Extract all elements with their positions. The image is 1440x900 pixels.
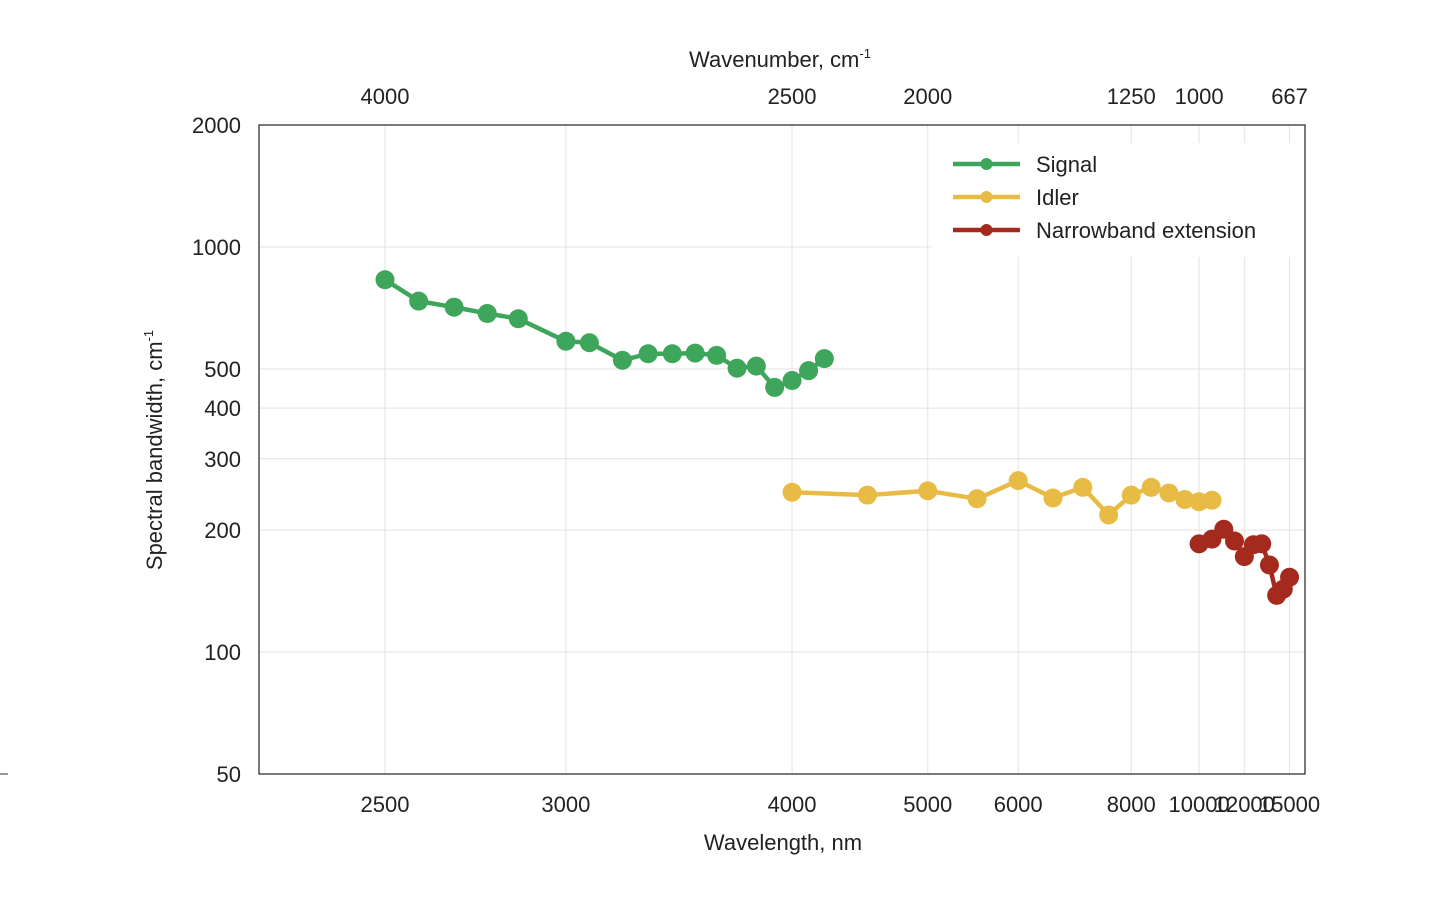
- legend-entry: Signal: [953, 152, 1097, 177]
- y-tick-label: 400: [204, 396, 241, 421]
- x2-tick-label: 2500: [768, 84, 817, 109]
- x2-tick-label: 4000: [361, 84, 410, 109]
- data-point: [1008, 471, 1028, 491]
- data-point: [1175, 489, 1195, 509]
- y-tick-label: 500: [204, 357, 241, 382]
- legend-label: Narrowband extension: [1036, 218, 1256, 243]
- data-point: [918, 481, 938, 501]
- data-point: [612, 350, 632, 370]
- data-point: [1073, 477, 1093, 497]
- y-axis-title: Spectral bandwidth, cm-1: [141, 330, 167, 570]
- x2-axis-title-main: Wavenumber, cm: [689, 47, 859, 72]
- x2-tick-labels: 4000 2500 2000 1250 1000 667: [361, 84, 1308, 109]
- x-tick-label: 6000: [994, 792, 1043, 817]
- data-point: [782, 482, 802, 502]
- data-point: [1259, 555, 1279, 575]
- x-tick-label: 4000: [768, 792, 817, 817]
- data-point: [444, 297, 464, 317]
- data-point: [1121, 485, 1141, 505]
- data-point: [477, 304, 497, 324]
- x-tick-label: 10000: [1169, 792, 1230, 817]
- x2-tick-label: 1000: [1175, 84, 1224, 109]
- x2-tick-label: 667: [1271, 84, 1308, 109]
- data-point: [1202, 490, 1222, 510]
- data-point: [1159, 483, 1179, 503]
- legend-entry: Idler: [953, 185, 1079, 210]
- data-point: [1280, 567, 1300, 587]
- data-point: [1043, 488, 1063, 508]
- series-signal: [375, 270, 834, 397]
- x-tick-label: 5000: [903, 792, 952, 817]
- x2-axis-title-sup: -1: [859, 46, 871, 61]
- data-point: [685, 343, 705, 363]
- data-point: [1141, 477, 1161, 497]
- legend-label: Signal: [1036, 152, 1097, 177]
- data-point: [579, 333, 599, 353]
- data-point: [409, 291, 429, 311]
- legend-swatch-marker: [980, 158, 993, 170]
- x2-axis-title: Wavenumber, cm-1: [689, 46, 871, 72]
- data-point: [375, 270, 395, 290]
- data-point: [727, 358, 747, 378]
- y-tick-label: 1000: [192, 235, 241, 260]
- data-point: [814, 349, 834, 369]
- series-narrowband-extension: [1189, 519, 1300, 605]
- data-point: [1099, 505, 1119, 525]
- legend-swatch-marker: [980, 224, 993, 236]
- data-point: [967, 489, 987, 509]
- series-idler: [782, 471, 1222, 525]
- y-tick-label: 2000: [192, 113, 241, 138]
- data-point: [556, 331, 576, 351]
- data-point: [707, 345, 727, 365]
- data-point: [508, 309, 528, 329]
- data-point: [782, 371, 802, 391]
- legend: Signal Idler Narrowband extension: [932, 143, 1304, 257]
- x-tick-label: 8000: [1107, 792, 1156, 817]
- data-point: [799, 361, 819, 381]
- data-point: [857, 485, 877, 505]
- y-tick-label: 50: [217, 762, 241, 787]
- x-tick-label: 2500: [361, 792, 410, 817]
- data-point: [662, 344, 682, 364]
- data-point: [765, 377, 785, 397]
- x-tick-label: 15000: [1259, 792, 1320, 817]
- y-tick-label: 200: [204, 518, 241, 543]
- y-tick-label: 100: [204, 640, 241, 665]
- x-tick-label: 3000: [541, 792, 590, 817]
- y-tick-label: 300: [204, 447, 241, 472]
- data-point: [746, 356, 766, 376]
- plot-frame: [258, 124, 1306, 775]
- series-layer: [375, 270, 1300, 605]
- x2-tick-label: 1250: [1107, 84, 1156, 109]
- x-tick-label: 12000: [1214, 792, 1275, 817]
- y-tick-labels: 50 100 200 300 400 500 1000 2000: [192, 113, 241, 787]
- x-axis-title: Wavelength, nm: [704, 830, 862, 855]
- data-point: [1252, 534, 1272, 554]
- y-axis-title-sup: -1: [141, 330, 156, 342]
- x2-tick-label: 2000: [903, 84, 952, 109]
- legend-label: Idler: [1036, 185, 1079, 210]
- legend-swatch-marker: [980, 191, 993, 203]
- data-point: [638, 344, 658, 364]
- legend-entry: Narrowband extension: [953, 218, 1256, 243]
- y-axis-title-main: Spectral bandwidth, cm: [142, 341, 167, 570]
- data-point: [1224, 531, 1244, 551]
